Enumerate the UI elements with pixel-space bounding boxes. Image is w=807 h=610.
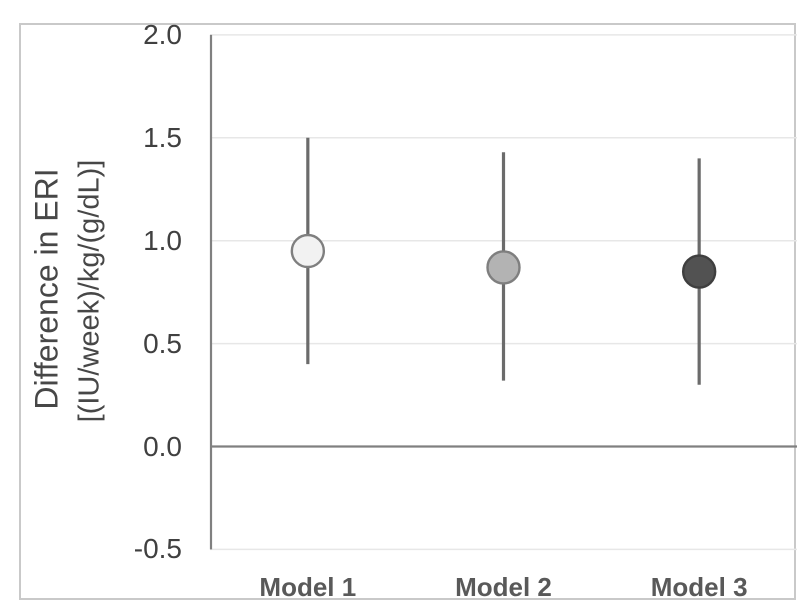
- data-point-model-3: [681, 254, 717, 289]
- y-tick-label-1_0: 1.0: [143, 224, 182, 256]
- y-axis-title-line1: Difference in ERI: [28, 168, 65, 410]
- y-tick-label-neg-0_5: -0.5: [133, 533, 182, 565]
- x-category-label-model-3: Model 3: [650, 572, 748, 602]
- y-tick-label-1_5: 1.5: [143, 121, 182, 153]
- x-category-label-model-2: Model 2: [455, 572, 552, 602]
- data-point-model-1: [290, 233, 326, 269]
- y-tick-label-0_5: 0.5: [143, 327, 182, 359]
- y-axis-title-line2: [(IU/week)/kg/(g/dL)]: [73, 159, 106, 423]
- y-tick-label-2_0: 2.0: [143, 18, 182, 50]
- x-category-label-model-1: Model 1: [259, 572, 357, 602]
- data-point-model-2: [486, 250, 521, 285]
- y-tick-label-0_0: 0.0: [143, 430, 182, 462]
